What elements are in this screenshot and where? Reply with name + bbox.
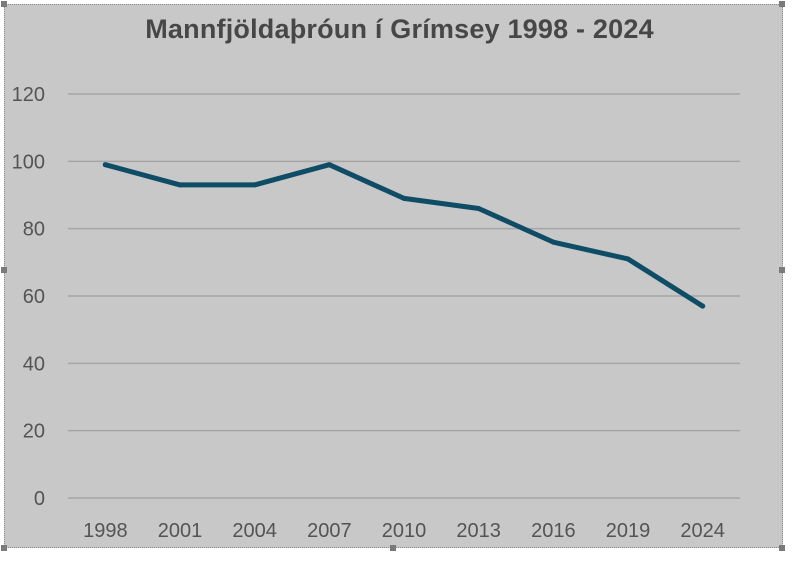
- x-tick-label-2004: 2004: [232, 520, 277, 542]
- data-point-2024: [700, 303, 706, 309]
- x-tick-label-1998: 1998: [83, 520, 128, 542]
- data-point-2019: [625, 256, 631, 262]
- resize-handle-bottom-center[interactable]: [390, 545, 396, 551]
- x-tick-label-2013: 2013: [456, 520, 501, 542]
- data-point-1998: [102, 162, 108, 168]
- resize-handle-top-left[interactable]: [1, 1, 7, 7]
- x-tick-label-2019: 2019: [606, 520, 651, 542]
- resize-handle-bottom-right[interactable]: [779, 545, 785, 551]
- series-line-0: [102, 162, 706, 309]
- chart-title[interactable]: Mannfjöldaþróun í Grímsey 1998 - 2024: [145, 14, 654, 44]
- y-tick-label-100: 100: [12, 151, 45, 173]
- data-point-2013: [476, 205, 482, 211]
- y-tick-label-60: 60: [23, 286, 45, 308]
- resize-handle-middle-right[interactable]: [779, 267, 785, 273]
- data-point-2010: [401, 195, 407, 201]
- x-tick-label-2007: 2007: [307, 520, 352, 542]
- x-tick-label-2010: 2010: [382, 520, 427, 542]
- y-tick-label-80: 80: [23, 219, 45, 241]
- y-tick-label-0: 0: [34, 488, 45, 510]
- x-tick-label-2016: 2016: [531, 520, 576, 542]
- x-tick-label-2024: 2024: [680, 520, 725, 542]
- y-tick-label-120: 120: [12, 84, 45, 106]
- data-point-2016: [550, 239, 556, 245]
- x-tick-label-2001: 2001: [158, 520, 203, 542]
- data-point-2001: [177, 182, 183, 188]
- resize-handle-middle-left[interactable]: [1, 267, 7, 273]
- resize-handle-top-right[interactable]: [779, 1, 785, 7]
- resize-handle-bottom-left[interactable]: [1, 545, 7, 551]
- data-point-2007: [326, 162, 332, 168]
- data-point-2004: [252, 182, 258, 188]
- y-tick-label-20: 20: [23, 421, 45, 443]
- y-tick-label-40: 40: [23, 353, 45, 375]
